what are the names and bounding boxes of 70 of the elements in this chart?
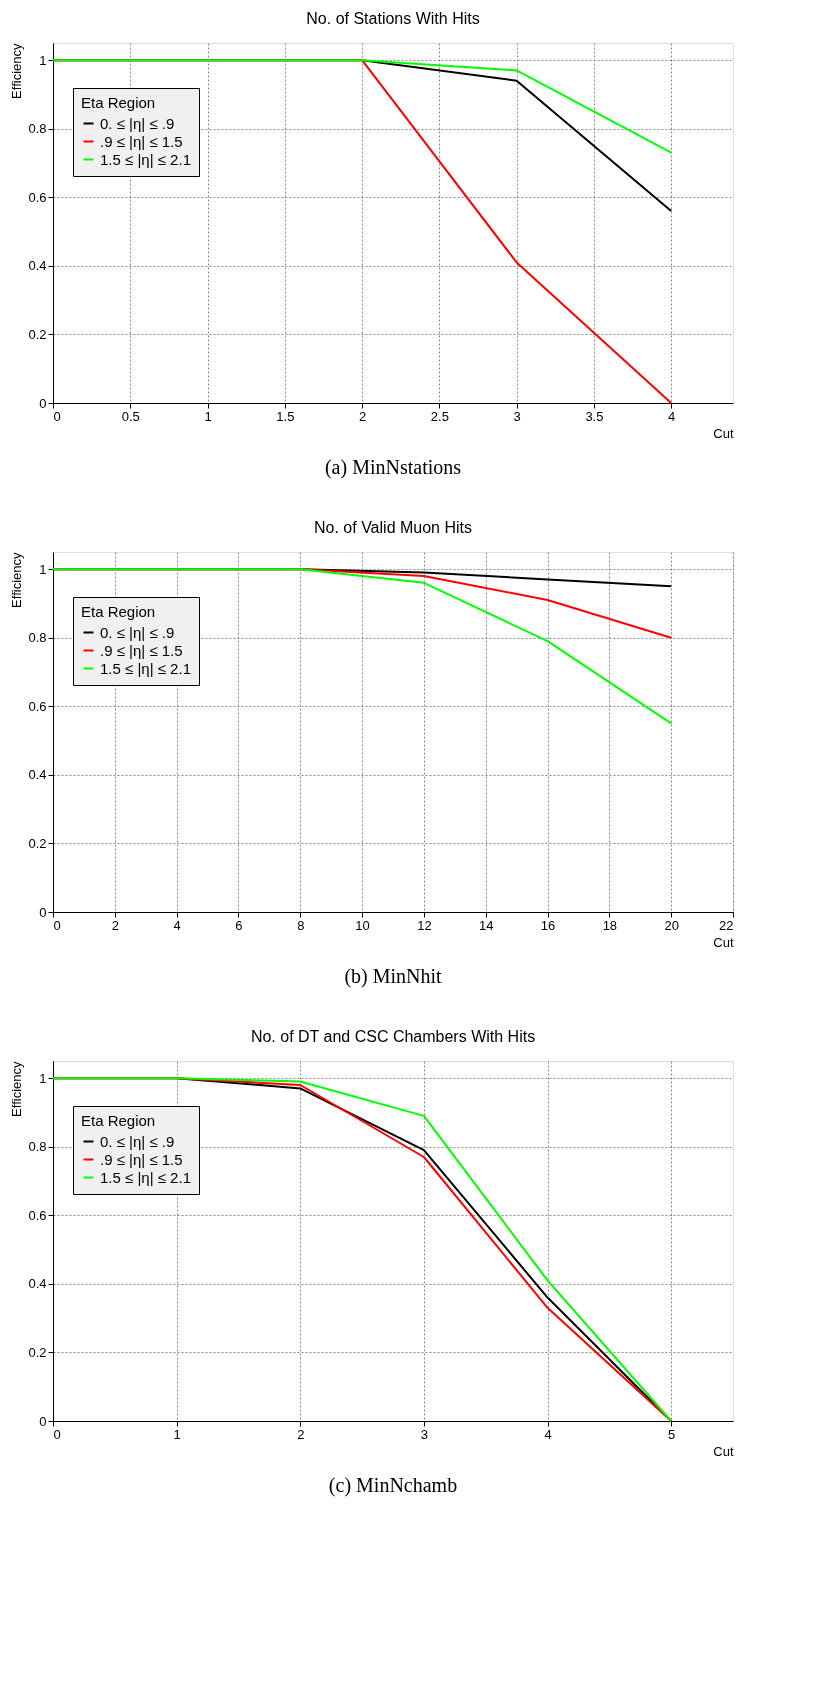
y-tick-label: 0.6 xyxy=(28,1207,47,1223)
y-tick-label: 0 xyxy=(39,1413,47,1429)
x-tick-label: 20 xyxy=(664,917,679,933)
x-tick-label: 1 xyxy=(204,408,212,424)
legend-label: 1.5 ≤ |η| ≤ 2.1 xyxy=(100,150,191,168)
y-tick-label: 1 xyxy=(39,52,47,68)
legend-label: 1.5 ≤ |η| ≤ 2.1 xyxy=(100,1168,191,1186)
y-tick-label: 0.4 xyxy=(28,767,47,783)
legend-label: .9 ≤ |η| ≤ 1.5 xyxy=(100,641,183,659)
x-tick-label: 5 xyxy=(668,1426,676,1442)
legend-label: .9 ≤ |η| ≤ 1.5 xyxy=(100,132,183,150)
x-tick-label: 4 xyxy=(668,408,676,424)
legend-label: 1.5 ≤ |η| ≤ 2.1 xyxy=(100,659,191,677)
x-tick-label: 0.5 xyxy=(121,408,140,424)
legend-label: 0. ≤ |η| ≤ .9 xyxy=(100,1132,175,1150)
text: (a) MinNstations xyxy=(324,456,462,479)
chart-title: No. of Stations With Hits xyxy=(306,10,480,27)
y-tick-label: 0.2 xyxy=(28,1344,47,1360)
x-tick-label: 0 xyxy=(53,917,61,933)
x-tick-label: 2.5 xyxy=(430,408,449,424)
legend-title: Eta Region xyxy=(81,603,156,620)
legend-title: Eta Region xyxy=(81,1112,156,1129)
x-axis-title: Cut xyxy=(713,1443,734,1459)
chart-title: No. of DT and CSC Chambers With Hits xyxy=(250,1028,536,1045)
x-axis-title: Cut xyxy=(713,425,734,441)
x-tick-label: 1 xyxy=(173,1426,181,1442)
x-tick-label: 6 xyxy=(235,917,243,933)
y-tick-label: 0 xyxy=(39,904,47,920)
y-tick-label: 0.6 xyxy=(28,189,47,205)
x-tick-label: 14 xyxy=(478,917,494,933)
y-axis-title: Efficiency xyxy=(9,552,25,608)
x-tick-label: 18 xyxy=(602,917,618,933)
chart-title: No. of Valid Muon Hits xyxy=(314,519,472,536)
text: (b) MinNhit xyxy=(344,965,443,988)
x-axis-title: Cut xyxy=(713,934,734,950)
legend-label: 0. ≤ |η| ≤ .9 xyxy=(100,114,175,132)
x-tick-label: 16 xyxy=(540,917,556,933)
x-tick-label: 0 xyxy=(53,408,61,424)
legend-label: 0. ≤ |η| ≤ .9 xyxy=(100,623,175,641)
y-tick-label: 0.4 xyxy=(28,258,47,274)
y-tick-label: 0.2 xyxy=(28,326,47,342)
x-tick-label: 2 xyxy=(358,408,367,424)
x-tick-label: 4 xyxy=(544,1426,552,1442)
x-tick-label: 2 xyxy=(111,917,119,933)
y-tick-label: 0.8 xyxy=(28,1139,47,1155)
y-axis-title: Efficiency xyxy=(9,1061,25,1117)
y-tick-label: 0.8 xyxy=(28,630,47,646)
line-series xyxy=(52,568,673,725)
y-tick-label: 1 xyxy=(39,1070,47,1086)
y-tick-label: 1 xyxy=(39,561,47,577)
x-tick-label: 3 xyxy=(513,408,521,424)
x-tick-label: 22 xyxy=(719,917,734,933)
x-tick-label: 3.5 xyxy=(585,408,604,424)
x-tick-label: 1.5 xyxy=(276,408,295,424)
legend-title: Eta Region xyxy=(81,94,156,111)
y-tick-label: 0 xyxy=(39,395,47,411)
y-tick-label: 0.2 xyxy=(28,835,47,851)
x-tick-label: 0 xyxy=(53,1426,61,1442)
text: (c) MinNchamb xyxy=(328,1474,458,1497)
x-tick-label: 8 xyxy=(297,917,305,933)
x-tick-label: 4 xyxy=(173,917,181,933)
y-tick-label: 0.8 xyxy=(28,121,47,137)
y-axis-title: Efficiency xyxy=(9,43,25,99)
y-tick-label: 0.4 xyxy=(28,1276,47,1292)
x-tick-label: 12 xyxy=(417,917,432,933)
legend-label: .9 ≤ |η| ≤ 1.5 xyxy=(100,1150,183,1168)
x-tick-label: 3 xyxy=(420,1426,429,1442)
x-tick-label: 10 xyxy=(355,917,370,933)
x-tick-label: 2 xyxy=(297,1426,305,1442)
y-tick-label: 0.6 xyxy=(28,698,47,714)
